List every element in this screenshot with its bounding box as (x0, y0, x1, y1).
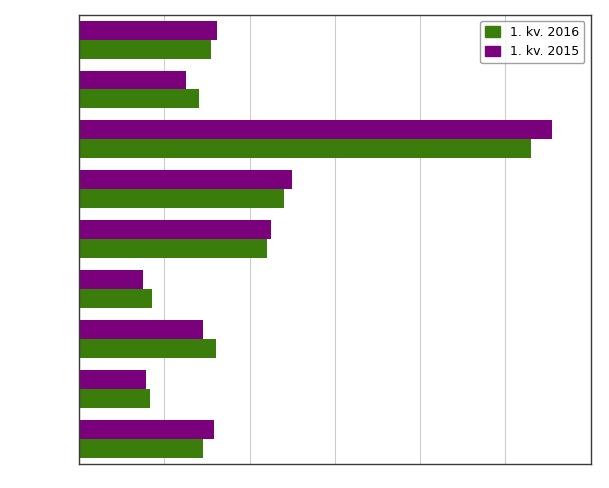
Bar (79, 370, 146, 389)
Bar (79, 289, 152, 308)
Bar (79, 439, 203, 458)
Bar (79, 121, 552, 140)
Bar (79, 270, 143, 289)
Bar (79, 140, 531, 158)
Legend: 1. kv. 2016, 1. kv. 2015: 1. kv. 2016, 1. kv. 2015 (481, 21, 585, 63)
Bar (79, 40, 211, 59)
Bar (79, 389, 150, 408)
Bar (79, 239, 267, 258)
Bar (79, 20, 217, 40)
Bar (79, 70, 186, 89)
Bar (79, 189, 284, 208)
Bar (79, 320, 203, 339)
Bar (79, 339, 216, 358)
Bar (79, 420, 214, 439)
Bar (79, 220, 271, 239)
Bar (79, 89, 199, 108)
Bar (79, 170, 292, 189)
